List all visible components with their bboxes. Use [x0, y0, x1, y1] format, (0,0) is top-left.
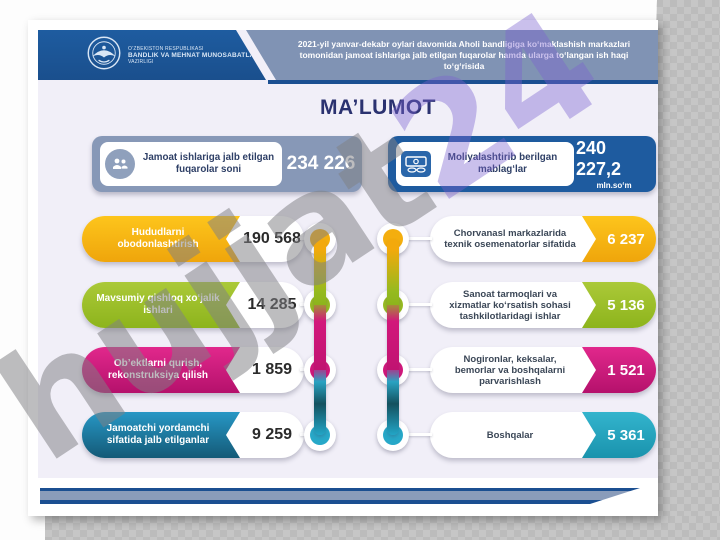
left-pill-territory: Hududlarni obodonlashtirish 190 568 [82, 216, 304, 262]
money-icon [401, 151, 431, 177]
ministry-line-2: BANDLIK VA MEHNAT MUNOSABATLARI [128, 51, 262, 59]
page-title: MA’LUMOT [320, 96, 436, 119]
ministry-line-3: VAZIRLIGI [128, 58, 154, 65]
left-pill-assistants-label-area: Jamoatchi yordamchi sifatida jalb etilga… [82, 412, 240, 458]
preview-border-bottom [45, 516, 720, 540]
people-icon [105, 149, 135, 179]
timeline-bar-left [314, 239, 326, 435]
right-pill-others: Boshqalar 5 361 [430, 412, 656, 458]
left-pill-construction-label-area: Ob’ektlarni qurish, rekonstruksiya qilis… [82, 347, 240, 393]
right-pill-care-value-area: 1 521 [582, 347, 656, 393]
summary-card-citizens-label: Jamoat ishlariga jalb etilgan fuqarolar … [142, 152, 275, 175]
right-pill-livestock-label: Chorvanasl markazlarida texnik osemenato… [444, 228, 576, 250]
right-pill-livestock: Chorvanasl markazlarida texnik osemenato… [430, 216, 656, 262]
footer-bar [40, 488, 640, 504]
connector-line [397, 433, 432, 436]
right-pill-industry: Sanoat tarmoqlari va xizmatlar ko‘rsatis… [430, 282, 656, 328]
left-pill-construction-value: 1 859 [251, 361, 293, 378]
left-pill-territory-value: 190 568 [243, 230, 301, 247]
state-emblem-icon [86, 35, 122, 76]
summary-card-funds-label-box: Moliyalashtirib berilgan mablag‘lar [396, 142, 574, 186]
right-pill-others-label: Boshqalar [486, 429, 534, 441]
left-pill-seasonal: Mavsumiy qishloq xo‘jalik ishlari 14 285 [82, 282, 304, 328]
ministry-name: O‘ZBEKISTON RESPUBLIKASI BANDLIK VA MEHN… [128, 46, 261, 65]
header-underline [268, 80, 658, 84]
right-pill-care-label: Nogironlar, keksalar, bemorlar va boshqa… [454, 353, 566, 387]
summary-card-funds: Moliyalashtirib berilgan mablag‘lar 240 … [388, 136, 656, 192]
summary-card-citizens-label-box: Jamoat ishlariga jalb etilgan fuqarolar … [100, 142, 282, 186]
left-pill-assistants: Jamoatchi yordamchi sifatida jalb etilga… [82, 412, 304, 458]
right-pill-industry-label: Sanoat tarmoqlari va xizmatlar ko‘rsatis… [449, 288, 571, 322]
right-pill-industry-value-area: 5 136 [582, 282, 656, 328]
left-pill-assistants-value: 9 259 [251, 426, 293, 443]
left-pill-seasonal-value: 14 285 [247, 296, 297, 313]
timeline-bar-right [387, 239, 399, 435]
left-pill-construction: Ob’ektlarni qurish, rekonstruksiya qilis… [82, 347, 304, 393]
header-banner-text: 2021-yil yanvar-dekabr oylari davomida A… [297, 38, 631, 71]
connector-line [397, 237, 432, 240]
summary-card-funds-label: Moliyalashtirib berilgan mablag‘lar [447, 152, 558, 175]
left-pill-seasonal-label-area: Mavsumiy qishloq xo‘jalik ishlari [82, 282, 240, 328]
document-sheet: O‘ZBEKISTON RESPUBLIKASI BANDLIK VA MEHN… [28, 20, 658, 516]
ministry-banner: O‘ZBEKISTON RESPUBLIKASI BANDLIK VA MEHN… [38, 30, 266, 80]
right-pill-others-value-area: 5 361 [582, 412, 656, 458]
header-banner: 2021-yil yanvar-dekabr oylari davomida A… [246, 30, 658, 80]
summary-card-citizens: Jamoat ishlariga jalb etilgan fuqarolar … [92, 136, 362, 192]
ministry-line-1: O‘ZBEKISTON RESPUBLIKASI [128, 45, 204, 52]
right-pill-livestock-value-area: 6 237 [582, 216, 656, 262]
summary-card-citizens-value: 234 226 [286, 153, 356, 174]
summary-card-funds-unit: mln.so‘m [596, 181, 632, 190]
summary-card-funds-value: 240 227,2 mln.so‘m [576, 138, 632, 190]
left-pill-territory-label-area: Hududlarni obodonlashtirish [82, 216, 240, 262]
connector-line [397, 303, 432, 306]
connector-line [397, 368, 432, 371]
right-pill-care: Nogironlar, keksalar, bemorlar va boshqa… [430, 347, 656, 393]
